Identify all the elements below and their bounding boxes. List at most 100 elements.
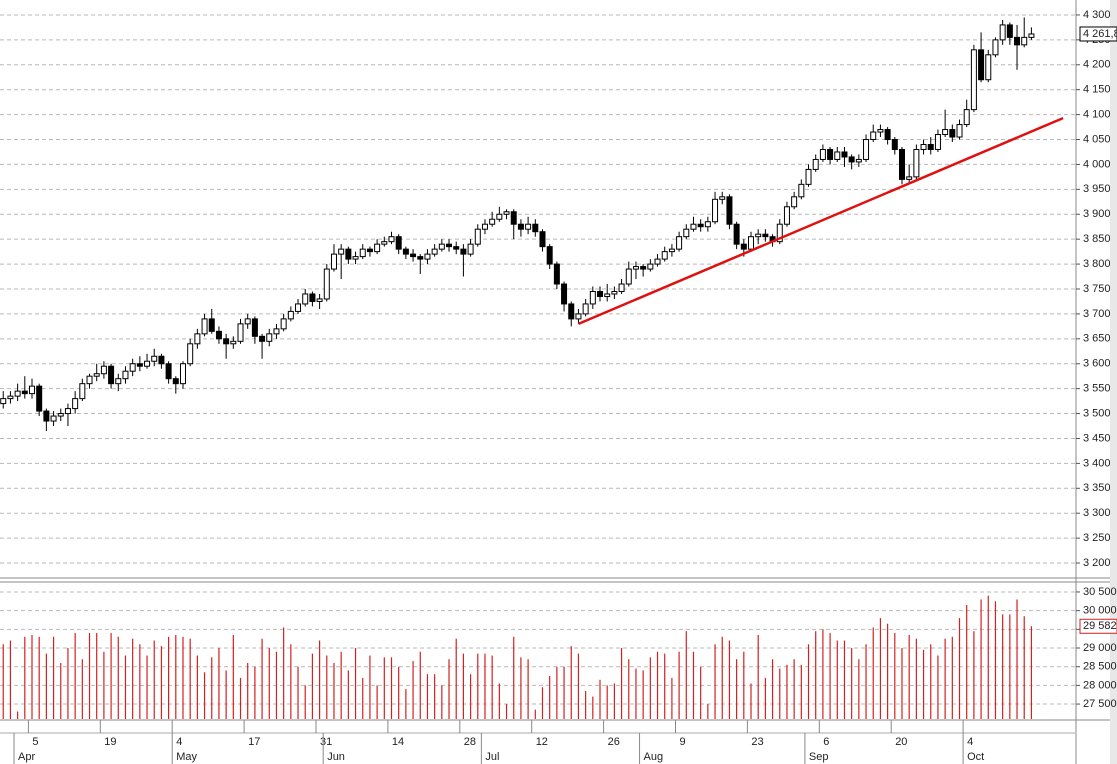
x-tick-label: 14 — [392, 736, 404, 748]
candle-body — [798, 183, 805, 198]
y-tick-label: 3 600 — [1083, 358, 1111, 370]
candle-body — [410, 253, 417, 258]
candle-body — [215, 330, 222, 340]
candle-body — [805, 168, 812, 185]
candle-body — [553, 263, 560, 285]
candle-body — [1021, 36, 1028, 46]
candle-body — [474, 228, 481, 245]
candle-body — [740, 243, 747, 250]
candle-body — [654, 258, 661, 265]
candle-body — [819, 148, 826, 160]
candle-body — [927, 143, 934, 150]
candle-body — [57, 413, 64, 417]
candle-body — [755, 233, 762, 238]
y-tick-label: 3 800 — [1083, 258, 1111, 270]
candle-body — [949, 129, 956, 138]
candle-body — [791, 196, 798, 208]
candle-body — [237, 323, 244, 342]
candle-body — [812, 158, 819, 170]
y-tick-label: 3 900 — [1083, 208, 1111, 220]
candle-body — [970, 49, 977, 111]
candle-body — [827, 148, 834, 160]
candle-body — [64, 408, 71, 415]
candle-body — [870, 131, 877, 141]
candle-body — [187, 343, 194, 365]
candle-body — [266, 333, 273, 342]
candle-body — [402, 248, 409, 255]
candle-body — [776, 223, 783, 243]
candle-body — [438, 243, 445, 250]
candle-body — [920, 143, 927, 150]
candle-body — [359, 248, 366, 258]
candle-body — [934, 134, 941, 150]
candle-body — [640, 266, 647, 270]
candle-body — [503, 211, 510, 215]
x-tick-label: 23 — [751, 736, 763, 748]
candle-body — [676, 236, 683, 250]
candle-body — [748, 236, 754, 250]
y-tick-label: 3 300 — [1083, 507, 1111, 519]
candle-body — [230, 340, 237, 345]
candle-body — [661, 251, 668, 260]
candle-body — [733, 223, 740, 245]
candle-body — [194, 333, 201, 345]
candle-body — [43, 410, 50, 422]
candle-body — [481, 223, 488, 230]
last-value-box — [1079, 26, 1117, 42]
candle-body — [366, 248, 373, 253]
candle-body — [963, 109, 970, 126]
y-tick-label: 3 550 — [1083, 383, 1111, 395]
candle-body — [855, 158, 862, 163]
candle-body — [36, 385, 43, 412]
candle-body — [259, 335, 266, 342]
y-tick-label: 4 150 — [1083, 84, 1111, 96]
candle-body — [460, 248, 467, 255]
candle-body — [374, 243, 381, 253]
candle-body — [690, 223, 697, 230]
candle-body — [79, 383, 86, 400]
candle-body — [323, 268, 330, 300]
candle-body — [942, 129, 949, 136]
month-label: Jun — [327, 751, 345, 763]
candle-body — [489, 218, 496, 225]
x-tick-label: 12 — [536, 736, 548, 748]
candle-body — [417, 256, 424, 260]
candle-body — [100, 365, 107, 375]
candle-body — [295, 303, 302, 312]
x-tick-label: 20 — [895, 736, 907, 748]
y-tick-label: 3 350 — [1083, 482, 1111, 494]
candle-body — [884, 129, 891, 141]
x-tick-label: 31 — [320, 736, 332, 748]
candle-body — [848, 156, 855, 163]
y-tick-label: 30 000 — [1083, 605, 1117, 617]
y-tick-label: 29 000 — [1083, 642, 1117, 654]
candle-body — [496, 213, 503, 220]
month-label: Aug — [644, 751, 664, 763]
y-tick-label: 3 500 — [1083, 407, 1111, 419]
candle-body — [719, 196, 726, 200]
month-label: Jul — [485, 751, 499, 763]
candle-body — [93, 373, 100, 377]
candle-body — [704, 221, 711, 228]
y-tick-label: 3 200 — [1083, 557, 1111, 569]
candle-body — [632, 266, 639, 270]
candle-body — [999, 24, 1006, 41]
candle-body — [913, 148, 920, 178]
candle-body — [712, 198, 719, 223]
y-tick-label: 3 250 — [1083, 532, 1111, 544]
candle-body — [906, 176, 913, 180]
candle-body — [1028, 33, 1035, 38]
candle-body — [618, 283, 625, 292]
candle-body — [345, 248, 352, 260]
candle-body — [834, 151, 841, 160]
candle-body — [589, 290, 596, 305]
y-tick-label: 3 950 — [1083, 183, 1111, 195]
candle-body — [251, 318, 258, 337]
candle-body — [165, 363, 172, 380]
candle-body — [525, 223, 532, 230]
candle-body — [446, 243, 453, 248]
candle-body — [762, 233, 769, 238]
x-tick-label: 19 — [104, 736, 116, 748]
last-value-label: 4 261,8 — [1083, 28, 1117, 40]
